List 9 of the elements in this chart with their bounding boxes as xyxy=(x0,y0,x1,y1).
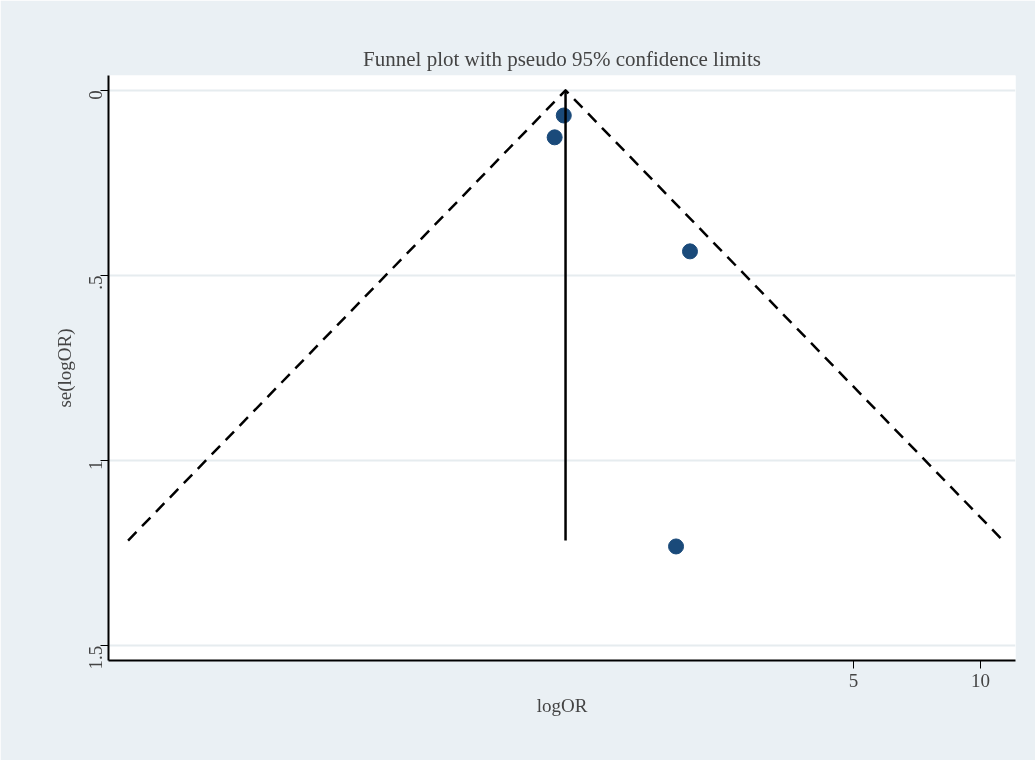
y-tick-label: .5 xyxy=(85,275,106,290)
y-tick-label: 0 xyxy=(85,90,106,100)
y-axis-title: se(logOR) xyxy=(53,328,76,408)
x-tick-label: 5 xyxy=(848,669,859,691)
y-tick-label: 1 xyxy=(85,460,106,471)
x-tick-label: 10 xyxy=(971,669,991,691)
chart-title: Funnel plot with pseudo 95% confidence limits xyxy=(363,46,761,71)
x-axis-title: logOR xyxy=(536,694,588,716)
y-tick-label: 1.5 xyxy=(85,645,106,670)
